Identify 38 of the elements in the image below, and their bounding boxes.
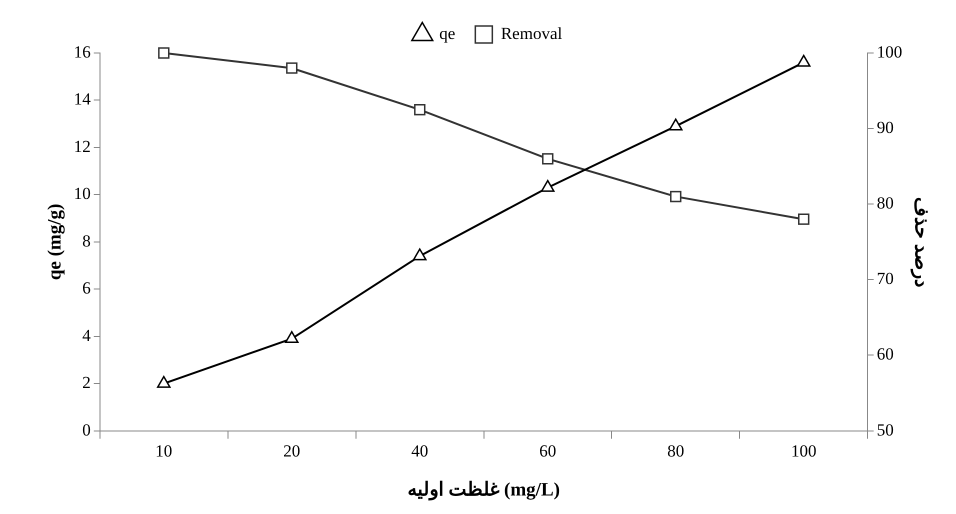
x-tick-label: 20 bbox=[283, 441, 300, 460]
point bbox=[798, 214, 810, 225]
y-tick-label: 4 bbox=[82, 326, 92, 345]
y-tick-label: 10 bbox=[74, 184, 91, 204]
y-tick-label: 8 bbox=[82, 231, 91, 250]
x-axis-title: غلظت اولیه (mg/L) bbox=[408, 480, 560, 501]
y2-tick-label: 50 bbox=[876, 420, 894, 440]
y-axis-title: qe (mg/g) bbox=[44, 204, 66, 280]
point bbox=[668, 118, 683, 130]
point bbox=[286, 62, 298, 74]
x-tick-label: 60 bbox=[539, 441, 556, 460]
x-tick-label: 40 bbox=[411, 441, 428, 460]
y-tick-label: 0 bbox=[82, 420, 91, 440]
y-tick-label: 2 bbox=[82, 373, 91, 392]
point bbox=[156, 376, 171, 388]
y2-tick-label: 80 bbox=[876, 194, 894, 213]
x-tick-label: 80 bbox=[667, 441, 684, 460]
point bbox=[542, 153, 554, 164]
x-tick-label: 10 bbox=[155, 441, 172, 460]
y-tick-label: 16 bbox=[74, 42, 91, 62]
point bbox=[158, 47, 170, 59]
y-tick-label: 6 bbox=[82, 278, 91, 298]
y-tick-label: 12 bbox=[74, 136, 91, 156]
y2-tick-label: 70 bbox=[876, 269, 894, 288]
legend-label: Removal bbox=[500, 24, 562, 43]
point bbox=[414, 104, 426, 116]
point bbox=[670, 190, 682, 202]
point bbox=[540, 180, 555, 192]
y2-tick-label: 100 bbox=[876, 42, 902, 62]
y2-tick-label: 90 bbox=[876, 118, 894, 138]
x-tick-label: 100 bbox=[790, 441, 816, 460]
y2-axis-title: درصد حذف bbox=[910, 197, 932, 287]
y2-tick-label: 60 bbox=[876, 344, 894, 364]
point bbox=[412, 248, 427, 260]
legend-label: qe bbox=[439, 24, 456, 43]
point bbox=[284, 330, 299, 343]
y-tick-label: 14 bbox=[74, 90, 92, 109]
point bbox=[796, 54, 811, 67]
